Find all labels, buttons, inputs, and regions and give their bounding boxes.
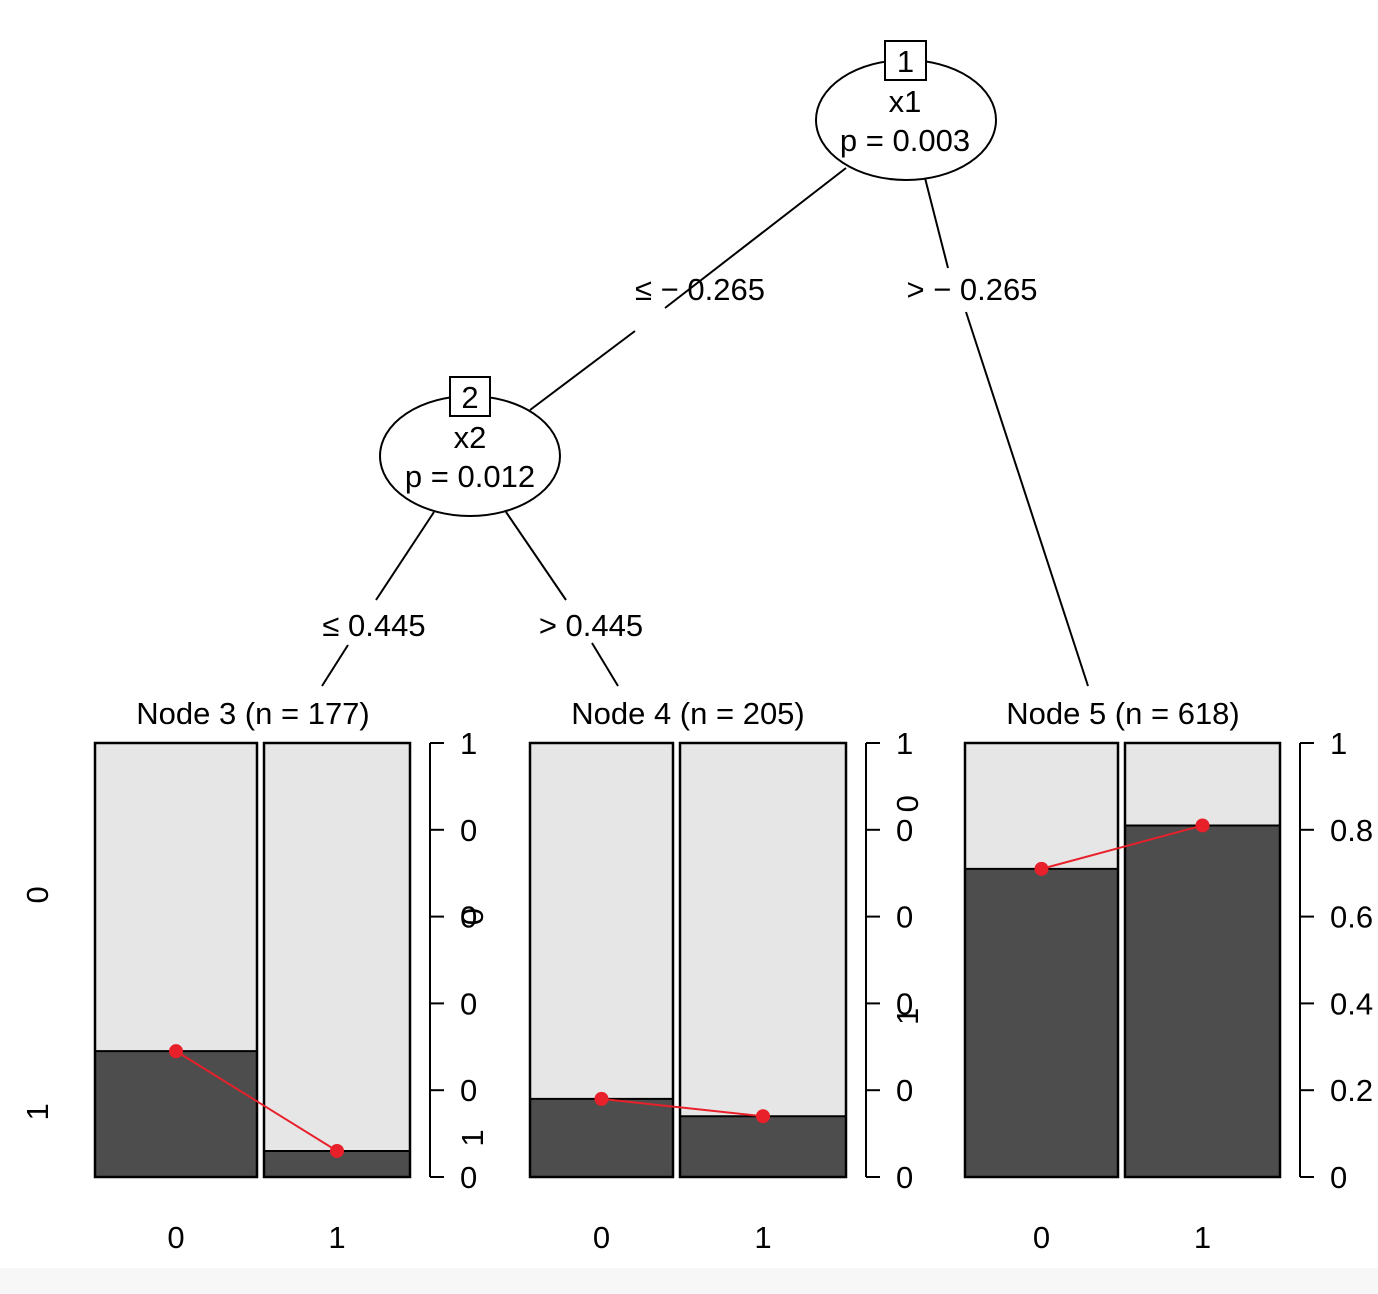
bar-segment-dark <box>530 1098 673 1177</box>
trend-line <box>601 1097 764 1118</box>
y-tick-label: 0 <box>896 1160 913 1195</box>
bar-outline <box>93 741 259 1179</box>
edge-label-x2-gt: > 0.445 <box>539 608 643 643</box>
y-tick-label: 0.4 <box>1330 986 1373 1021</box>
trend-point <box>330 1143 344 1158</box>
bar-outline <box>678 741 848 1179</box>
edge-label-x2-le: ≤ 0.445 <box>322 608 425 643</box>
node-1-pvalue: p = 0.003 <box>840 123 970 158</box>
tree-edges <box>321 167 1089 687</box>
y-tick-label: 1 <box>896 726 913 761</box>
left-axis-label: 0 <box>20 886 55 903</box>
edge-1-to-2-upper <box>664 167 847 309</box>
node-1-variable: x1 <box>889 84 922 119</box>
node-1-id-box <box>884 40 927 81</box>
bar-outline <box>963 741 1120 1179</box>
y-tick-label: 0 <box>896 986 913 1021</box>
trend-point <box>594 1091 609 1106</box>
edge-2-to-4-upper <box>505 511 567 601</box>
x-tick-label: 1 <box>1194 1220 1211 1255</box>
overlay-axis-label: 0 <box>890 795 925 812</box>
trend-point <box>1195 818 1210 833</box>
inner-node-2: 2 x2 p = 0.012 <box>379 376 561 517</box>
node-panel-5: Node 5 (n = 618) 0 1 0 0.2 0.4 0.6 0.8 1 <box>963 696 1373 1255</box>
node-2-pvalue: p = 0.012 <box>405 459 535 494</box>
node-panel-title: Node 5 (n = 618) <box>1006 696 1240 731</box>
trend-line <box>1041 824 1203 870</box>
y-tick-label: 0 <box>460 900 477 935</box>
node-panel-title: Node 4 (n = 205) <box>571 696 805 731</box>
edge-label-x1-gt: > − 0.265 <box>906 272 1037 307</box>
trend-point <box>1034 861 1049 876</box>
trend-point <box>756 1109 770 1124</box>
y-tick-label: 0 <box>460 986 477 1021</box>
y-tick-label: 0 <box>896 1073 913 1108</box>
left-axis-label: 1 <box>20 1103 55 1120</box>
y-tick-label: 0 <box>460 813 477 848</box>
bar-segment-dark <box>95 1051 257 1177</box>
y-tick-label: 0.2 <box>1330 1073 1373 1108</box>
node-1-id: 1 <box>897 44 914 79</box>
edge-1-to-2-lower <box>529 330 636 411</box>
y-tick-label: 0.6 <box>1330 900 1373 935</box>
x-tick-label: 1 <box>328 1220 345 1255</box>
edge-2-to-4-lower <box>591 642 619 687</box>
x-tick-label: 1 <box>754 1220 771 1255</box>
edge-2-to-3-upper <box>375 511 435 601</box>
bar-segment-dark <box>1125 825 1280 1177</box>
edge-2-to-3-lower <box>321 644 349 687</box>
y-tick-label: 0 <box>896 813 913 848</box>
trend-line <box>175 1050 338 1152</box>
bar-segment-light <box>680 743 846 1177</box>
y-tick-label: 0 <box>460 1160 477 1195</box>
bar-segment-light <box>264 743 410 1177</box>
y-tick-label: 0 <box>896 900 913 935</box>
edge-label-x1-le: ≤ − 0.265 <box>635 272 765 307</box>
bar-outline <box>262 741 412 1179</box>
y-tick-label: 0 <box>1330 1160 1347 1195</box>
node-2-id: 2 <box>461 380 478 415</box>
overlay-axis-label: 0 <box>455 908 490 925</box>
x-tick-label: 0 <box>593 1220 610 1255</box>
overlay-axis-label: 1 <box>455 1129 490 1146</box>
y-tick-label: 1 <box>460 726 477 761</box>
y-tick-label: 0 <box>460 1073 477 1108</box>
y-tick-label: 0.8 <box>1330 813 1373 848</box>
y-tick-label: 1 <box>1330 726 1347 761</box>
node-panel-title: Node 3 (n = 177) <box>136 696 370 731</box>
edge-1-to-5-upper <box>924 177 949 269</box>
bar-segment-dark <box>965 868 1118 1177</box>
inner-node-1: 1 x1 p = 0.003 <box>815 40 997 181</box>
x-tick-label: 0 <box>1033 1220 1050 1255</box>
bottom-margin-strip <box>0 1268 1378 1294</box>
node-2-id-box <box>449 376 491 417</box>
edge-1-to-5-lower <box>965 311 1089 687</box>
x-tick-label: 0 <box>167 1220 184 1255</box>
trend-point <box>169 1044 183 1059</box>
overlay-axis-label: 1 <box>890 1008 925 1025</box>
node-2-variable: x2 <box>454 420 487 455</box>
bar-outline <box>528 741 675 1179</box>
bar-outline <box>1123 741 1282 1179</box>
bar-segment-dark <box>680 1116 846 1177</box>
